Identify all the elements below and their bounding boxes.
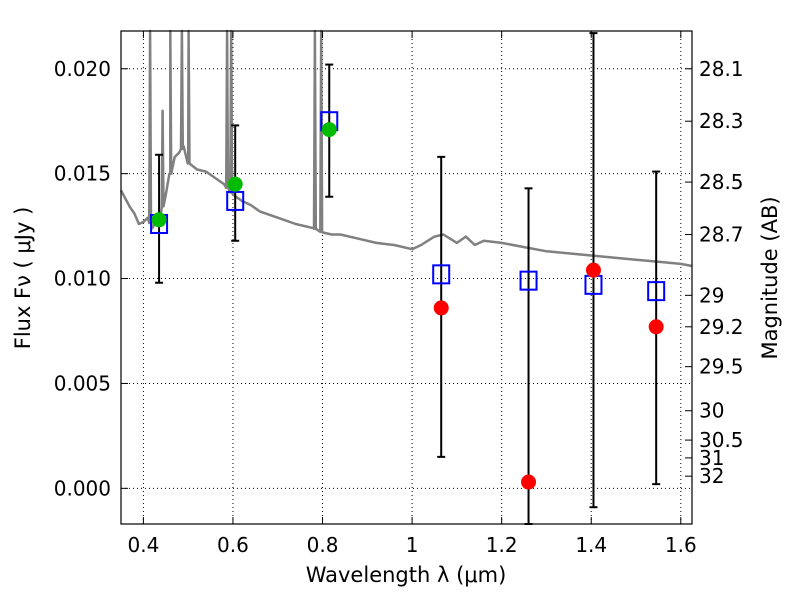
magnitude-tick-label: 32	[699, 464, 724, 488]
x-axis-label: Wavelength λ (μm)	[306, 563, 507, 587]
observed-flux-marker	[151, 212, 167, 228]
magnitude-tick-label: 30	[699, 399, 724, 423]
model-spectrum-layer	[119, 29, 693, 268]
observed-flux-marker	[433, 300, 449, 316]
magnitude-tick-label: 29.5	[699, 355, 744, 379]
x-tick-label: 1.4	[575, 533, 607, 557]
magnitude-tick-label: 28.7	[699, 222, 744, 246]
model-spectrum-line	[119, 29, 693, 268]
magnitude-tick-label: 30.5	[699, 428, 744, 452]
x-tick-label: 0.6	[217, 533, 249, 557]
grid-lines	[121, 31, 692, 524]
x-tick-label: 1.6	[665, 533, 697, 557]
magnitude-tick-label: 29	[699, 283, 724, 307]
plot-frame	[120, 30, 693, 525]
model-photometry-marker	[647, 281, 666, 302]
y-tick-label: 0.015	[54, 162, 111, 186]
magnitude-tick-label: 29.2	[699, 315, 744, 339]
observed-flux-marker	[227, 176, 243, 192]
x-axis-ticks: 0.4 0.6 0.8 1 1.2 1.4 1.6	[127, 31, 697, 557]
observed-flux-marker	[585, 262, 601, 278]
y-tick-label: 0.010	[54, 267, 111, 291]
y-tick-label: 0.020	[54, 57, 111, 81]
markers-layer	[150, 111, 666, 490]
y-tick-label: 0.000	[54, 476, 111, 500]
y-axis-ticks: 0.000 0.005 0.010 0.015 0.020	[54, 57, 128, 500]
magnitude-tick-label: 31	[699, 446, 724, 470]
x-tick-label: 0.8	[307, 533, 339, 557]
magnitude-axis-label: Magnitude (AB)	[758, 196, 782, 359]
observed-flux-marker	[648, 319, 664, 335]
y-axis-label: Flux Fν ( μJy )	[11, 207, 35, 350]
x-tick-label: 1	[406, 533, 419, 557]
magnitude-tick-label: 28.5	[699, 170, 744, 194]
model-photometry-marker	[432, 264, 451, 285]
x-tick-label: 0.4	[127, 533, 159, 557]
y-tick-label: 0.005	[54, 371, 111, 395]
model-photometry-marker	[519, 270, 538, 291]
magnitude-tick-label: 28.1	[699, 57, 744, 81]
observed-flux-marker	[521, 474, 537, 490]
model-photometry-marker	[226, 190, 245, 211]
observed-flux-marker	[321, 122, 337, 138]
x-tick-label: 1.2	[486, 533, 518, 557]
magnitude-tick-label: 28.3	[699, 109, 744, 133]
